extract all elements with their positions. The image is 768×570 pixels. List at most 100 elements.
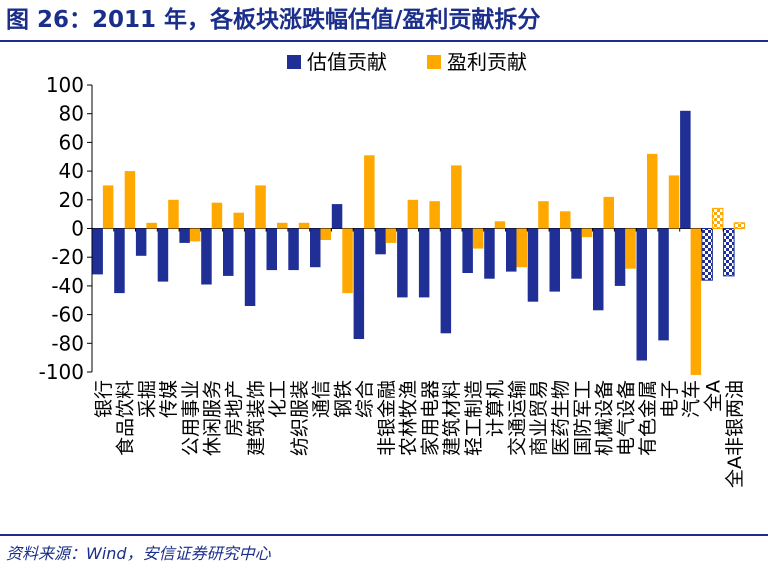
x-tick-label: 建筑材料 <box>441 380 463 456</box>
bar-earnings <box>494 221 506 229</box>
bar-earnings <box>124 171 136 229</box>
x-tick-label: 医药生物 <box>550 380 572 456</box>
bar-valuation <box>440 228 452 334</box>
bar-earnings <box>625 228 636 269</box>
bar-earnings <box>146 222 157 229</box>
x-tick-label: 机械设备 <box>594 380 616 456</box>
y-tick-label: -80 <box>51 331 84 355</box>
bar-earnings <box>233 212 244 229</box>
x-tick-label: 非银金融 <box>376 380 398 456</box>
bar-valuation <box>244 228 256 306</box>
bar-earnings <box>211 202 223 229</box>
bar-valuation <box>92 228 103 275</box>
legend-swatch-earnings <box>427 55 441 69</box>
bar-earnings <box>189 228 201 242</box>
x-tick-label: 银行 <box>93 380 115 418</box>
bars <box>91 110 746 375</box>
bar-earnings <box>407 199 419 229</box>
title-rule <box>0 40 768 42</box>
x-tick-label: 休闲服务 <box>202 380 224 456</box>
bar-earnings <box>690 228 702 375</box>
x-tick-label: 传媒 <box>158 380 180 418</box>
bar-chart: 估值贡献 盈利贡献 100 80 60 40 20 0 -20 -40 -60 -80 -100 银行… <box>39 50 746 488</box>
bar-valuation <box>462 228 473 273</box>
x-tick-label: 商业贸易 <box>528 380 550 456</box>
bar-earnings <box>711 207 724 229</box>
legend-label-earnings: 盈利贡献 <box>447 50 527 74</box>
bar-valuation <box>310 228 321 268</box>
bar-valuation <box>114 228 125 294</box>
y-tick-label: 40 <box>59 159 84 183</box>
bar-valuation <box>397 228 408 298</box>
source-rule <box>0 534 768 536</box>
bar-valuation <box>135 228 147 256</box>
x-tick-label: 农林牧渔 <box>398 380 420 456</box>
x-tick-label: 钢铁 <box>332 380 354 418</box>
x-tick-label: 家用电器 <box>419 380 441 456</box>
x-axis-labels: 银行 食品饮料 采掘 传媒 公用事业 休闲服务 房地产 建筑装饰 化工 纺织服装 通信 钢铁 综合 非银金… <box>93 380 746 488</box>
x-tick-label: 全A非银两油 <box>724 380 746 488</box>
bar-earnings <box>385 228 397 243</box>
x-tick-label: 国防军工 <box>572 380 594 456</box>
bar-earnings <box>603 196 614 229</box>
x-tick-label: 电气设备 <box>615 380 637 456</box>
bar-valuation <box>223 228 234 276</box>
bar-earnings <box>516 228 527 268</box>
y-tick-label: 60 <box>59 130 84 154</box>
x-tick-label: 轻工制造 <box>463 380 485 456</box>
y-axis: 100 80 60 40 20 0 -20 -40 -60 -80 -100 <box>39 73 745 384</box>
y-tick-label: 100 <box>46 73 84 97</box>
x-tick-label: 综合 <box>354 380 376 418</box>
bar-valuation <box>201 228 212 285</box>
bar-valuation <box>484 228 495 279</box>
bar-valuation <box>266 228 277 271</box>
bar-valuation <box>418 228 430 298</box>
bar-earnings <box>429 201 440 229</box>
bar-earnings <box>277 222 288 229</box>
bar-valuation <box>353 228 365 339</box>
bar-valuation <box>179 228 190 243</box>
legend-label-valuation: 估值贡献 <box>307 50 387 74</box>
bar-earnings <box>472 228 484 249</box>
x-tick-label: 化工 <box>267 380 289 418</box>
bar-earnings <box>320 228 331 240</box>
x-tick-label: 采掘 <box>136 380 158 418</box>
x-tick-label: 电子 <box>659 380 681 418</box>
x-tick-label: 计算机 <box>485 380 507 437</box>
x-tick-label: 房地产 <box>224 380 246 437</box>
y-tick-label: -60 <box>51 303 84 327</box>
bar-earnings <box>364 155 375 229</box>
bar-earnings <box>168 199 179 229</box>
x-tick-label: 汽车 <box>681 380 703 418</box>
bar-valuation <box>680 110 691 229</box>
bar-valuation <box>636 228 647 361</box>
bar-valuation <box>701 228 713 281</box>
bar-valuation <box>157 228 169 282</box>
source-note: 资料来源：Wind，安信证券研究中心 <box>6 544 271 563</box>
bar-earnings <box>668 175 680 229</box>
legend: 估值贡献 盈利贡献 <box>287 50 527 74</box>
bar-valuation <box>723 228 735 277</box>
x-tick-label: 纺织服装 <box>289 380 311 456</box>
bar-earnings <box>255 185 266 229</box>
x-tick-label: 交通运输 <box>507 380 529 456</box>
bar-valuation <box>331 204 343 229</box>
bar-earnings <box>581 228 593 238</box>
y-tick-label: 20 <box>59 188 84 212</box>
bar-valuation <box>549 228 560 292</box>
x-tick-label: 建筑装饰 <box>245 380 267 456</box>
x-tick-label: 全A <box>702 380 724 412</box>
bar-valuation <box>527 228 539 302</box>
y-tick-label: -20 <box>51 245 84 269</box>
bar-valuation <box>658 228 669 341</box>
bar-earnings <box>538 201 549 229</box>
x-tick-label: 通信 <box>311 380 333 418</box>
bar-valuation <box>375 228 386 255</box>
bar-valuation <box>593 228 604 311</box>
y-tick-label: 0 <box>71 217 84 241</box>
figure-title: 图 26：2011 年，各板块涨跌幅估值/盈利贡献拆分 <box>6 7 541 33</box>
bar-valuation <box>506 228 517 272</box>
y-tick-label: -40 <box>51 274 84 298</box>
bar-earnings <box>733 222 746 230</box>
y-tick-label: -100 <box>39 360 84 384</box>
